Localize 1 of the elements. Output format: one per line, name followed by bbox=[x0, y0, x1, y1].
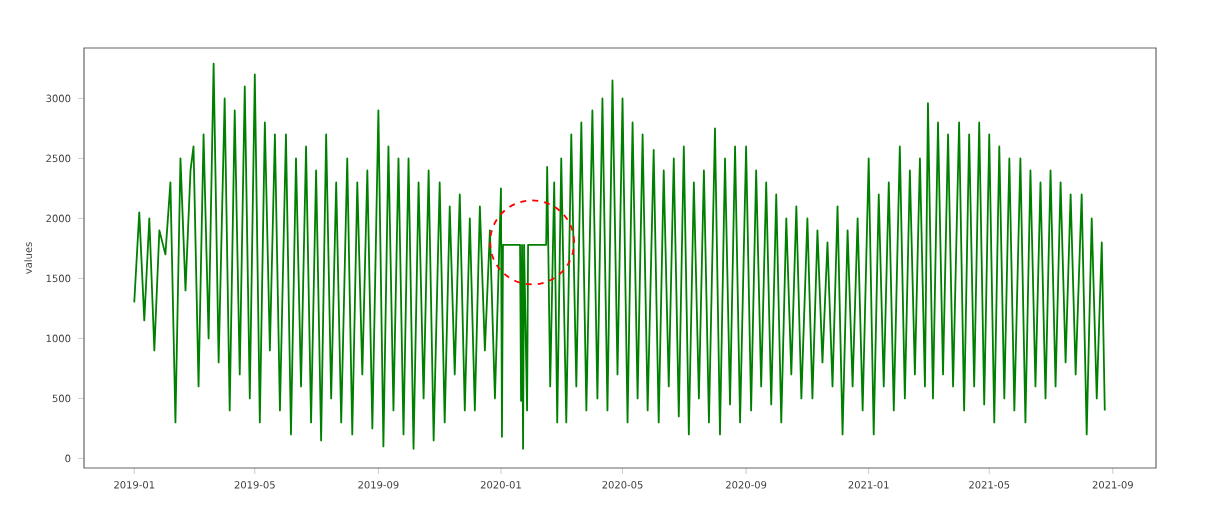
line-series bbox=[133, 62, 1106, 450]
